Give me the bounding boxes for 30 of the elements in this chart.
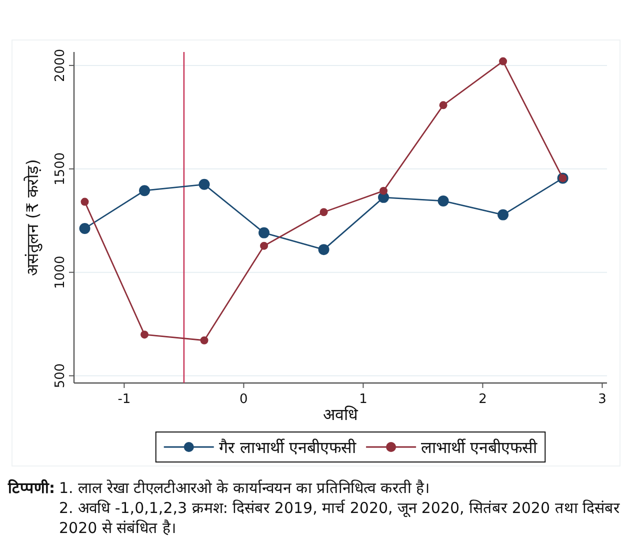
point — [318, 244, 330, 256]
text: टिप्पणी: 1. लाल रेखा टीएलटीआरओ के कार्यान्वयन का प्रतिनिधित्व करती है। — [8, 479, 430, 497]
text: 2. अवधि -1,0,1,2,3 क्रमश: दिसंबर 2019, मार्च 2020, जून 2020, सितंबर 2020 तथा दिसंबर 2020 से संबंधित है। — [59, 499, 620, 537]
y-axis-title: असंतुलन (₹ करोड़) — [23, 159, 43, 276]
point — [200, 336, 208, 344]
point — [499, 57, 508, 66]
y-tick-label: 1500 — [53, 152, 68, 186]
x-tick-label: 2 — [478, 392, 487, 407]
x-tick-label: -1 — [118, 392, 131, 407]
point — [258, 227, 270, 238]
x-axis-title: अवधि — [323, 405, 359, 424]
point — [80, 198, 89, 206]
point — [79, 222, 90, 234]
point — [260, 242, 268, 250]
point — [320, 208, 328, 216]
point — [380, 186, 388, 195]
point — [139, 185, 150, 196]
x-tick-label: 0 — [240, 392, 248, 407]
point — [439, 101, 448, 110]
point — [438, 195, 449, 206]
y-tick-label: 2000 — [53, 48, 68, 82]
x-tick-label: 1 — [359, 392, 368, 407]
point — [198, 178, 210, 190]
y-tick-label: 500 — [53, 363, 68, 388]
point — [498, 209, 509, 220]
legend-label: लाभार्थी एनबीएफसी — [421, 438, 538, 457]
x-tick-label: 3 — [598, 392, 606, 407]
point — [140, 330, 149, 339]
y-tick-label: 1000 — [53, 256, 68, 289]
legend-label: गैर लाभार्थी एनबीएफसी — [218, 438, 358, 457]
